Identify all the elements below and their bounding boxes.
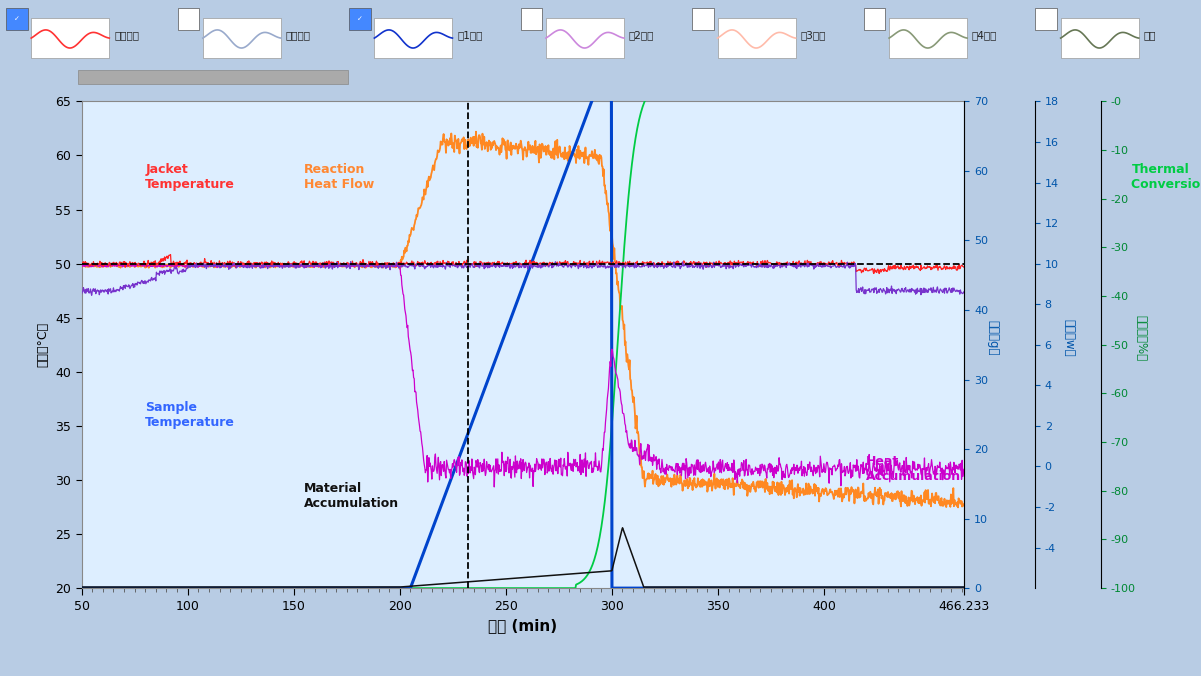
Text: ✓: ✓ — [357, 16, 363, 22]
Bar — [178, 8, 199, 30]
Bar — [31, 18, 109, 58]
Text: 泵4进样: 泵4进样 — [972, 30, 997, 40]
Text: Jacket
Temperature: Jacket Temperature — [145, 163, 235, 191]
Bar — [6, 8, 28, 30]
Text: 泵1进样: 泵1进样 — [458, 30, 483, 40]
Bar — [349, 8, 371, 30]
Bar — [521, 8, 543, 30]
Text: 校正功率: 校正功率 — [286, 30, 311, 40]
Bar — [375, 18, 453, 58]
X-axis label: 时间 (min): 时间 (min) — [489, 619, 557, 633]
Bar — [1060, 18, 1139, 58]
Text: Heat
Accumulation: Heat Accumulation — [866, 455, 962, 483]
Bar — [546, 18, 625, 58]
Bar — [717, 18, 795, 58]
Y-axis label: 温度（°C）: 温度（°C） — [37, 322, 49, 367]
Bar — [203, 18, 281, 58]
Text: 泵2进样: 泵2进样 — [629, 30, 655, 40]
Text: 转化率（%）: 转化率（%） — [1135, 315, 1147, 361]
Bar — [78, 70, 348, 84]
Bar — [864, 8, 885, 30]
Bar — [1035, 8, 1057, 30]
Text: 压力: 压力 — [1143, 30, 1157, 40]
Bar — [889, 18, 967, 58]
Text: 重量（g）: 重量（g） — [987, 320, 999, 356]
Text: Material
Accumulation: Material Accumulation — [304, 482, 400, 510]
Text: 夹套温度: 夹套温度 — [114, 30, 139, 40]
Text: Thermal
Conversion Rate: Thermal Conversion Rate — [1131, 163, 1201, 191]
Text: Reaction
Heat Flow: Reaction Heat Flow — [304, 163, 375, 191]
Text: ✓: ✓ — [14, 16, 19, 22]
Text: 泵3进样: 泵3进样 — [800, 30, 826, 40]
Text: 热流（w）: 热流（w） — [1063, 319, 1075, 357]
Text: Sample
Temperature: Sample Temperature — [145, 401, 235, 429]
Bar — [692, 8, 713, 30]
